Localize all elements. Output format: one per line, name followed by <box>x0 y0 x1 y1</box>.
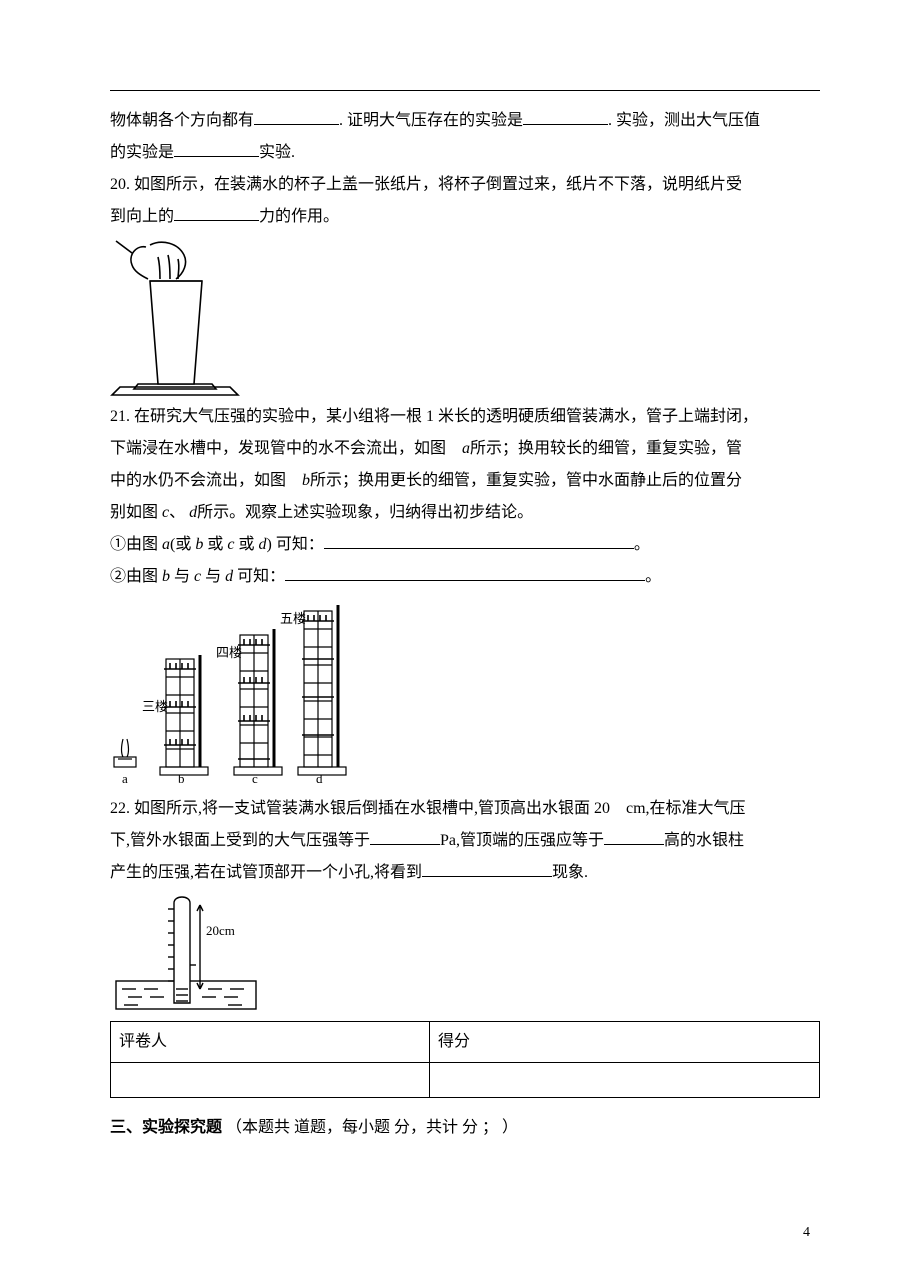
q20-text: 到向上的 <box>110 208 174 225</box>
q22-text: 下,管外水银面上受到的大气压强等于 <box>110 832 370 849</box>
var-b: b <box>162 568 170 585</box>
blank <box>523 108 608 125</box>
label-lvl4: 四楼 <box>216 645 242 660</box>
blank <box>324 532 634 549</box>
q19-text: . 实验，测出大气压值 <box>608 112 760 129</box>
q19-cont-line1: 物体朝各个方向都有 . 证明大气压存在的实验是 . 实验，测出大气压值 <box>110 105 820 137</box>
svg-text:b: b <box>178 771 185 786</box>
q21-text: 或 <box>203 536 227 553</box>
score-table: 评卷人 得分 <box>110 1021 820 1098</box>
score-blank <box>430 1063 820 1098</box>
q21-text: 与 <box>201 568 225 585</box>
q22-text: Pa,管顶端的压强应等于 <box>440 832 604 849</box>
q22-text: 高的水银柱 <box>664 832 744 849</box>
q21-text: 或 <box>234 536 258 553</box>
q21-line2: 下端浸在水槽中，发现管中的水不会流出，如图 a所示；换用较长的细管，重复实验，管 <box>110 433 820 465</box>
var-b: b <box>302 472 310 489</box>
q20-text: 力的作用。 <box>259 208 339 225</box>
q20-line1: 20. 如图所示，在装满水的杯子上盖一张纸片，将杯子倒置过来，纸片不下落，说明纸… <box>110 169 820 201</box>
score-left: 评卷人 <box>111 1022 430 1063</box>
q21-text: ②由图 <box>110 568 162 585</box>
section3-title: 三、实验探究题 <box>110 1119 222 1136</box>
var-d: d <box>225 568 233 585</box>
q21-text: 所示。观察上述实验现象，归纳得出初步结论。 <box>197 504 533 521</box>
fig21: a <box>110 599 820 789</box>
q21-text: 所示；换用较长的细管，重复实验，管 <box>470 440 742 457</box>
q21-text: ) 可知： <box>267 536 324 553</box>
label-lvl5: 五楼 <box>280 611 306 626</box>
label-lvl3: 三楼 <box>142 699 168 714</box>
q21-text: 。 <box>634 536 650 553</box>
blank <box>285 564 645 581</box>
q21-text: 。 <box>645 568 661 585</box>
blank <box>174 140 259 157</box>
fig20 <box>110 239 820 397</box>
q22-text: 22. 如图所示,将一支试管装满水银后倒插在水银槽中,管顶高出水银面 20 cm… <box>110 800 746 817</box>
var-d: d <box>189 504 197 521</box>
q21-line3: 中的水仍不会流出，如图 b所示；换用更长的细管，重复实验，管中水面静止后的位置分 <box>110 465 820 497</box>
q21-line4: 别如图 c、 d所示。观察上述实验现象，归纳得出初步结论。 <box>110 497 820 529</box>
blank <box>370 828 440 845</box>
section3-desc: （本题共 道题，每小题 分，共计 分 ； ） <box>222 1119 518 1136</box>
q22-line2: 下,管外水银面上受到的大气压强等于 Pa,管顶端的压强应等于 高的水银柱 <box>110 825 820 857</box>
mercury-tube-icon: 20cm <box>110 895 270 1015</box>
q22-line1: 22. 如图所示,将一支试管装满水银后倒插在水银槽中,管顶高出水银面 20 cm… <box>110 793 820 825</box>
cup-icon <box>110 239 245 397</box>
label-20cm: 20cm <box>206 923 235 938</box>
q21-text: (或 <box>170 536 195 553</box>
q21-text: 所示；换用更长的细管，重复实验，管中水面静止后的位置分 <box>310 472 742 489</box>
q22-line3: 产生的压强,若在试管顶部开一个小孔,将看到 现象. <box>110 857 820 889</box>
blank <box>254 108 339 125</box>
var-a: a <box>162 536 170 553</box>
q22-text: 产生的压强,若在试管顶部开一个小孔,将看到 <box>110 864 422 881</box>
q19-text: 实验. <box>259 144 295 161</box>
q21-text: ①由图 <box>110 536 162 553</box>
svg-text:d: d <box>316 771 323 786</box>
blank <box>604 828 664 845</box>
q20-line2: 到向上的 力的作用。 <box>110 201 820 233</box>
q21-text: 别如图 <box>110 504 162 521</box>
q21-text: 中的水仍不会流出，如图 <box>110 472 302 489</box>
q21-text: 可知： <box>233 568 285 585</box>
q20-text: 20. 如图所示，在装满水的杯子上盖一张纸片，将杯子倒置过来，纸片不下落，说明纸… <box>110 176 742 193</box>
var-a: a <box>462 440 470 457</box>
q19-text: 的实验是 <box>110 144 174 161</box>
q19-cont-line2: 的实验是 实验. <box>110 137 820 169</box>
section3-heading: 三、实验探究题 （本题共 道题，每小题 分，共计 分 ； ） <box>110 1112 820 1144</box>
q19-text: 物体朝各个方向都有 <box>110 112 254 129</box>
q21-line5: ①由图 a(或 b 或 c 或 d) 可知：。 <box>110 529 820 561</box>
page-number: 4 <box>803 1219 810 1247</box>
q19-text: . 证明大气压存在的实验是 <box>339 112 523 129</box>
var-d: d <box>259 536 267 553</box>
q21-text: 下端浸在水槽中，发现管中的水不会流出，如图 <box>110 440 462 457</box>
blank <box>174 204 259 221</box>
q21-line6: ②由图 b 与 c 与 d 可知：。 <box>110 561 820 593</box>
q21-text: 、 <box>169 504 189 521</box>
svg-text:c: c <box>252 771 258 786</box>
tubes-buildings-icon: a <box>110 599 360 789</box>
svg-text:a: a <box>122 771 128 786</box>
q21-text: 21. 在研究大气压强的实验中，某小组将一根 1 米长的透明硬质细管装满水，管子… <box>110 408 758 425</box>
blank <box>422 860 552 877</box>
q22-text: 现象. <box>552 864 588 881</box>
q21-text: 与 <box>170 568 194 585</box>
top-rule <box>110 90 820 91</box>
score-blank <box>111 1063 430 1098</box>
q21-line1: 21. 在研究大气压强的实验中，某小组将一根 1 米长的透明硬质细管装满水，管子… <box>110 401 820 433</box>
score-right: 得分 <box>430 1022 820 1063</box>
fig22: 20cm <box>110 895 820 1015</box>
